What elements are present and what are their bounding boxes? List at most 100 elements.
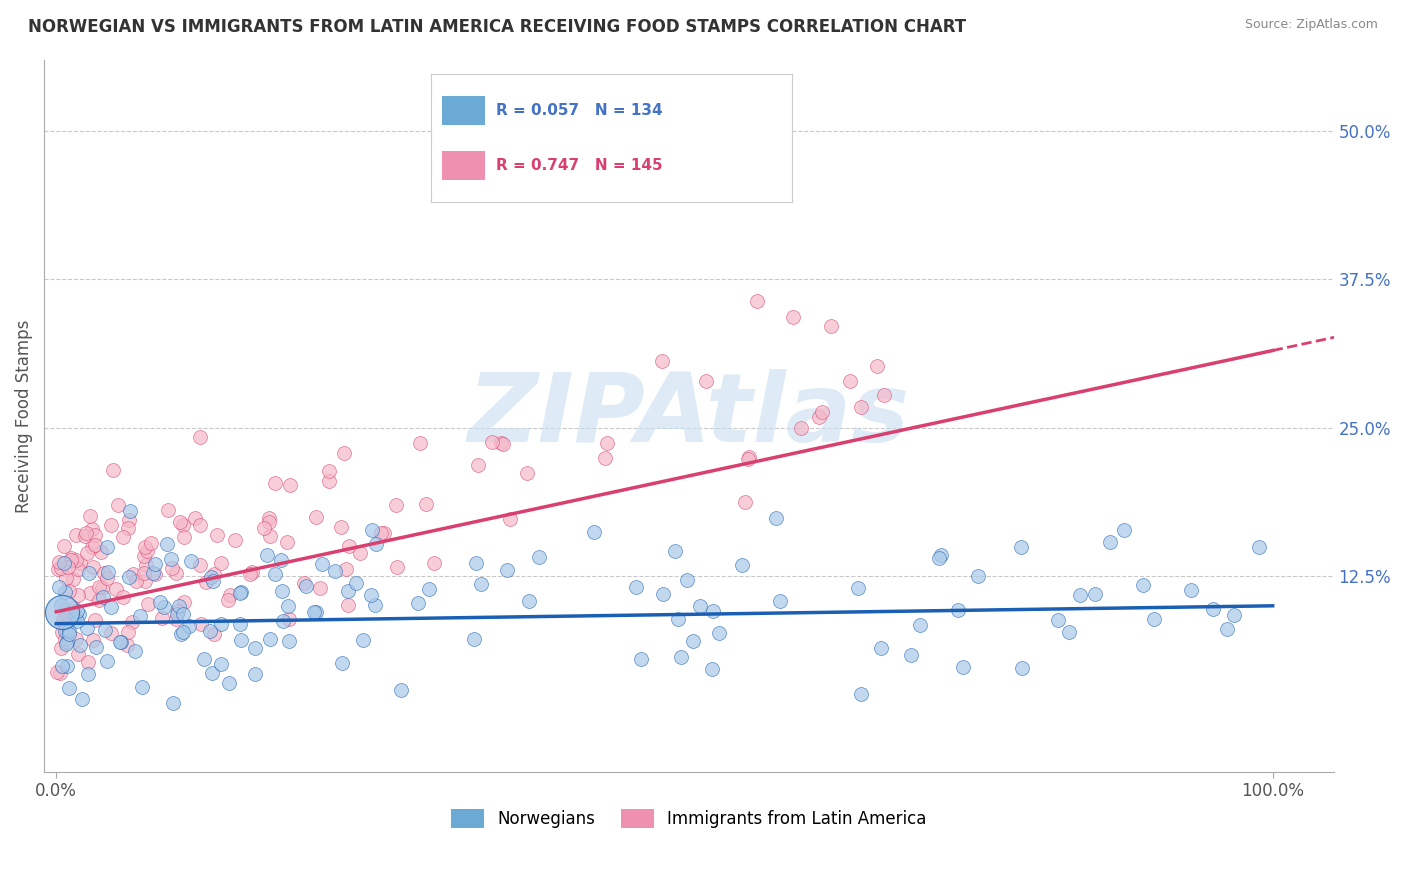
- Point: [166, 604, 188, 618]
- Point: [58, 584, 80, 599]
- Point: [51, 624, 73, 639]
- Point: [124, 644, 146, 658]
- Point: [169, 516, 191, 530]
- Point: [129, 609, 152, 624]
- Point: [415, 497, 437, 511]
- Point: [76, 621, 98, 635]
- Point: [108, 635, 131, 649]
- Point: [53, 632, 76, 646]
- Point: [218, 676, 240, 690]
- Point: [209, 556, 232, 570]
- Point: [65, 553, 87, 567]
- Text: NORWEGIAN VS IMMIGRANTS FROM LATIN AMERICA RECEIVING FOOD STAMPS CORRELATION CHA: NORWEGIAN VS IMMIGRANTS FROM LATIN AMERI…: [28, 18, 966, 36]
- Point: [495, 563, 517, 577]
- Point: [157, 503, 180, 517]
- Point: [49, 598, 72, 612]
- Point: [52, 539, 75, 553]
- Point: [1143, 612, 1166, 626]
- Point: [517, 594, 540, 608]
- Point: [205, 528, 228, 542]
- Point: [167, 599, 190, 614]
- Point: [117, 569, 139, 583]
- Point: [75, 525, 97, 540]
- Point: [344, 576, 367, 591]
- Point: [253, 521, 276, 535]
- Point: [702, 604, 724, 618]
- Point: [209, 657, 232, 672]
- Point: [52, 556, 75, 570]
- Point: [55, 634, 77, 648]
- Point: [231, 584, 253, 599]
- Point: [134, 540, 156, 554]
- Point: [172, 625, 194, 640]
- Point: [747, 293, 769, 308]
- Point: [66, 614, 89, 628]
- Point: [866, 359, 889, 374]
- Point: [162, 696, 184, 710]
- Point: [257, 515, 280, 529]
- Point: [66, 562, 89, 576]
- Point: [695, 375, 717, 389]
- Point: [1216, 622, 1239, 636]
- Point: [134, 574, 156, 589]
- Point: [110, 635, 132, 649]
- Point: [336, 599, 359, 613]
- Point: [65, 632, 87, 646]
- Point: [851, 687, 873, 701]
- Point: [58, 611, 80, 625]
- Point: [900, 648, 922, 662]
- Point: [101, 463, 124, 477]
- Point: [349, 546, 371, 560]
- Point: [769, 594, 792, 608]
- Point: [593, 450, 616, 465]
- Point: [202, 567, 225, 582]
- Point: [870, 641, 893, 656]
- Point: [70, 691, 93, 706]
- Point: [134, 566, 156, 581]
- Point: [270, 553, 292, 567]
- Point: [80, 540, 103, 554]
- Point: [666, 612, 689, 626]
- Point: [1084, 587, 1107, 601]
- Point: [1247, 540, 1270, 554]
- Point: [121, 615, 143, 629]
- Point: [423, 556, 446, 570]
- Point: [318, 475, 340, 489]
- Point: [910, 618, 932, 632]
- Point: [630, 652, 652, 666]
- Point: [277, 612, 299, 626]
- Point: [188, 518, 211, 533]
- Y-axis label: Receiving Food Stamps: Receiving Food Stamps: [15, 319, 32, 513]
- Point: [849, 400, 872, 414]
- Point: [160, 561, 183, 575]
- Point: [58, 627, 80, 641]
- Point: [55, 571, 77, 585]
- Point: [172, 607, 194, 621]
- Point: [700, 661, 723, 675]
- Point: [385, 498, 408, 512]
- Text: ZIPAtlas: ZIPAtlas: [468, 369, 910, 462]
- Point: [66, 647, 89, 661]
- Point: [67, 607, 90, 621]
- Point: [364, 537, 387, 551]
- Point: [62, 607, 84, 621]
- Point: [166, 607, 188, 621]
- Point: [305, 606, 328, 620]
- Point: [278, 478, 301, 492]
- Point: [209, 617, 232, 632]
- Point: [624, 580, 647, 594]
- Point: [141, 536, 163, 550]
- Point: [651, 354, 673, 368]
- Point: [295, 579, 318, 593]
- Point: [79, 508, 101, 523]
- Point: [77, 566, 100, 581]
- Point: [259, 632, 281, 646]
- Point: [89, 580, 111, 594]
- Point: [1112, 523, 1135, 537]
- Point: [807, 410, 830, 425]
- Point: [737, 452, 759, 467]
- Point: [94, 623, 117, 637]
- Point: [1098, 534, 1121, 549]
- Point: [596, 436, 619, 450]
- Point: [873, 387, 896, 401]
